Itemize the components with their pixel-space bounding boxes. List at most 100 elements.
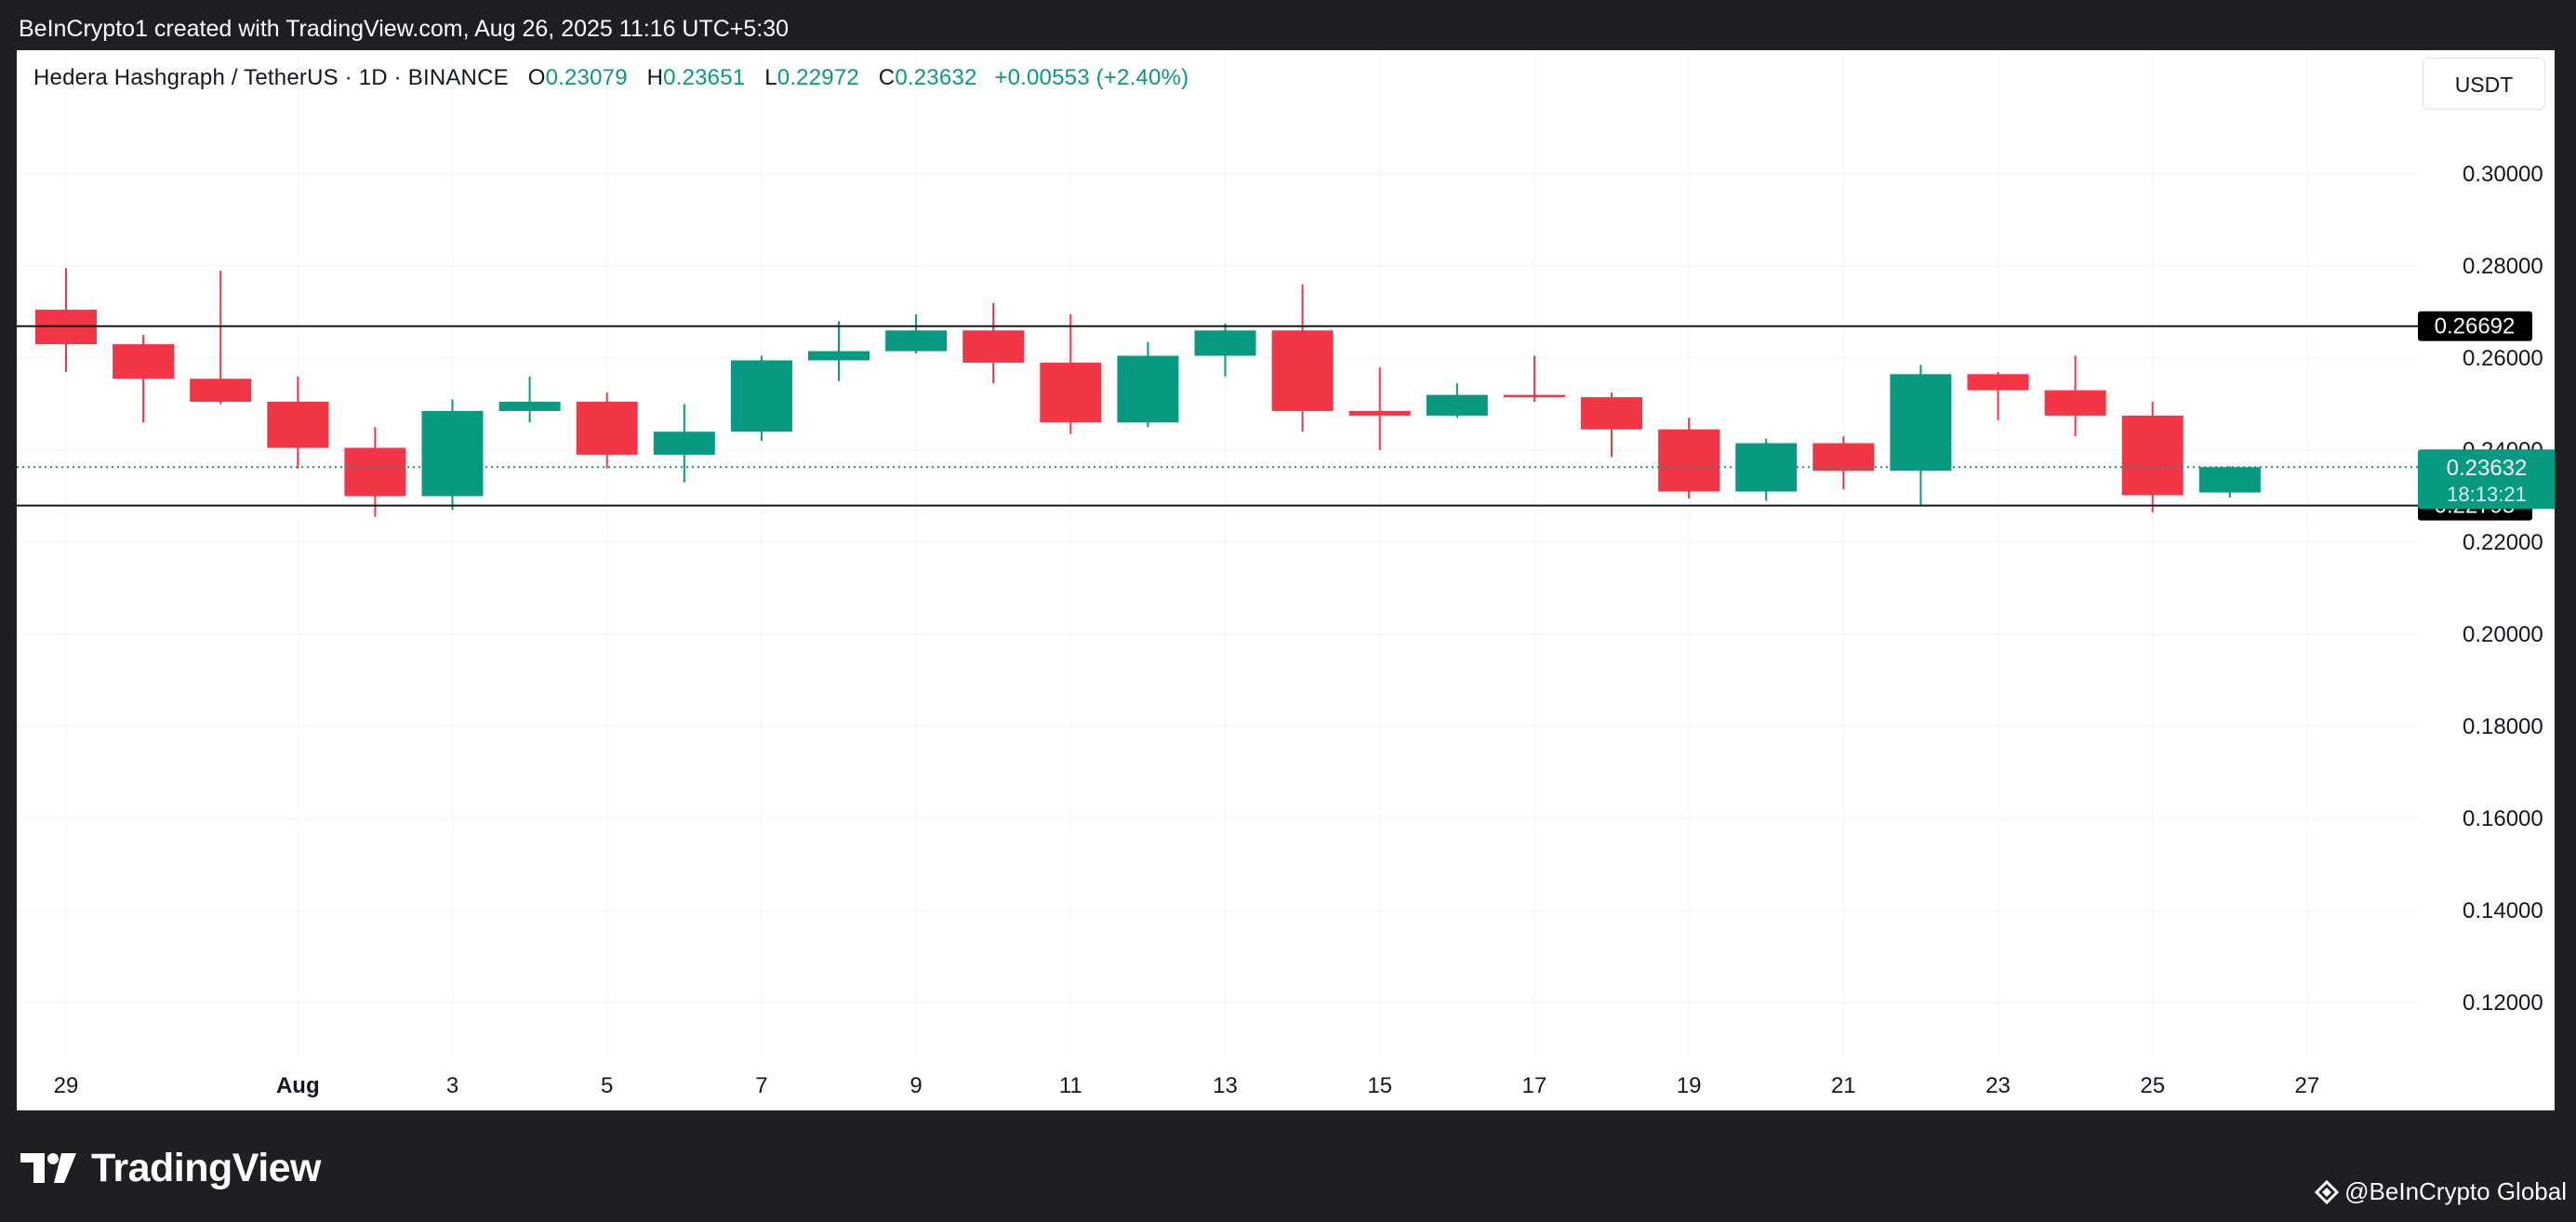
candle	[113, 335, 175, 423]
candle	[963, 302, 1025, 384]
x-tick-label: 9	[910, 1073, 922, 1098]
y-tick-label: 0.14000	[2463, 898, 2543, 923]
candle-body	[1890, 374, 1952, 472]
candle	[1967, 371, 2029, 420]
candle-body	[1426, 394, 1488, 416]
x-tick-label: 25	[2140, 1073, 2165, 1098]
candle-body	[1348, 410, 1411, 416]
candle-body	[1117, 355, 1179, 423]
candle-body	[421, 410, 484, 497]
candlestick-chart[interactable]: 0.12000 0.14000 0.16000 0.18000 0.20000 0.220…	[17, 50, 2555, 1110]
candle	[1426, 383, 1488, 418]
candle-body	[113, 344, 175, 379]
candle	[35, 268, 97, 372]
high-label: H	[646, 65, 664, 90]
candle-body	[1581, 397, 1642, 430]
high-value: 0.23651	[663, 65, 746, 90]
y-tick-label: 0.26000	[2463, 346, 2543, 371]
candle-body	[2198, 467, 2261, 493]
candle-body	[885, 330, 948, 352]
candle-body	[1967, 374, 2029, 391]
candle-body	[1271, 330, 1334, 411]
close-label: C	[878, 65, 896, 90]
candle-body	[1658, 429, 1720, 492]
x-tick-label: 7	[755, 1073, 767, 1098]
candle-body	[267, 402, 329, 448]
y-tick-label: 0.20000	[2463, 622, 2543, 647]
beincrypto-logo-icon	[2315, 1179, 2340, 1204]
open-value: 0.23079	[545, 65, 628, 90]
candle-body	[1735, 443, 1798, 492]
candle	[1117, 341, 1179, 428]
candle	[1348, 366, 1411, 450]
chart-panel[interactable]: 0.12000 0.14000 0.16000 0.18000 0.20000 0.220…	[17, 50, 2555, 1110]
candle	[1890, 365, 1952, 506]
y-tick-label: 0.28000	[2463, 254, 2543, 279]
candle-body	[498, 402, 561, 411]
watermark-text: @BeInCrypto Global	[2344, 1177, 2567, 1205]
attribution-text: BeInCrypto1 created with TradingView.com…	[19, 16, 790, 42]
tradingview-logo-icon	[20, 1153, 76, 1183]
last-price-label: 0.23632	[2447, 456, 2528, 481]
y-tick-label: 0.30000	[2463, 162, 2543, 187]
low-label: L	[764, 65, 777, 90]
x-tick-label: 23	[1985, 1073, 2011, 1098]
candle-body	[2121, 415, 2184, 496]
candle-body	[1194, 330, 1256, 356]
candle-body	[963, 330, 1025, 363]
candle	[808, 321, 870, 381]
y-tick-label: 0.22000	[2463, 530, 2543, 555]
candle	[653, 404, 715, 483]
price-line-label-bg	[2418, 311, 2532, 341]
candle	[1735, 438, 1798, 501]
x-tick-label: 3	[446, 1073, 458, 1098]
candle	[885, 313, 948, 354]
tradingview-logo[interactable]: TradingView	[20, 1142, 322, 1194]
candle	[421, 399, 484, 511]
x-tick-label: 11	[1059, 1073, 1082, 1098]
axis-layer: 0.12000 0.14000 0.16000 0.18000 0.20000 0.220…	[54, 162, 2555, 1098]
candle-body	[1040, 362, 1102, 423]
x-tick-label: 5	[601, 1073, 613, 1098]
candle	[498, 376, 561, 423]
x-tick-label: 27	[2295, 1073, 2320, 1098]
candle	[576, 392, 638, 469]
symbol-legend: Hedera Hashgraph / TetherUS · 1D · BINAN…	[33, 65, 1188, 91]
candle-body	[344, 447, 406, 497]
candle	[2121, 402, 2184, 512]
watermark: @BeInCrypto Global	[2315, 1177, 2567, 1206]
x-tick-label: Aug	[276, 1073, 320, 1098]
x-tick-label: 13	[1213, 1073, 1238, 1098]
grid-layer	[17, 50, 2418, 1056]
candle	[730, 355, 792, 442]
tradingview-wordmark: TradingView	[91, 1145, 322, 1190]
y-tick-label: 0.18000	[2463, 714, 2543, 739]
countdown-label: 18:13:21	[2447, 483, 2527, 506]
candle	[1812, 436, 1875, 490]
candle	[267, 376, 329, 469]
x-tick-label: 29	[54, 1073, 79, 1098]
candle	[2198, 466, 2261, 498]
candle	[344, 427, 406, 517]
y-tick-label: 0.16000	[2463, 806, 2543, 831]
x-tick-label: 15	[1367, 1073, 1392, 1098]
x-tick-label: 21	[1831, 1073, 1856, 1098]
candle	[1658, 418, 1720, 498]
candle	[2044, 355, 2106, 437]
candle	[1581, 392, 1642, 458]
change-value: +0.00553 (+2.40%)	[994, 65, 1189, 90]
candle-body	[2044, 390, 2106, 416]
candle	[1194, 323, 1256, 377]
candle	[190, 270, 252, 405]
close-value: 0.23632	[895, 65, 977, 90]
candle-body	[653, 432, 715, 455]
candle-body	[1503, 394, 1565, 398]
x-tick-label: 17	[1522, 1073, 1547, 1098]
candle-body	[190, 379, 252, 403]
candle-layer	[35, 268, 2261, 517]
x-tick-label: 19	[1677, 1073, 1702, 1098]
line-layer	[17, 325, 2418, 507]
currency-unit-button[interactable]: USDT	[2423, 58, 2545, 110]
symbol-name: Hedera Hashgraph / TetherUS · 1D · BINAN…	[33, 65, 509, 90]
last-price-label-bg	[2418, 449, 2555, 510]
